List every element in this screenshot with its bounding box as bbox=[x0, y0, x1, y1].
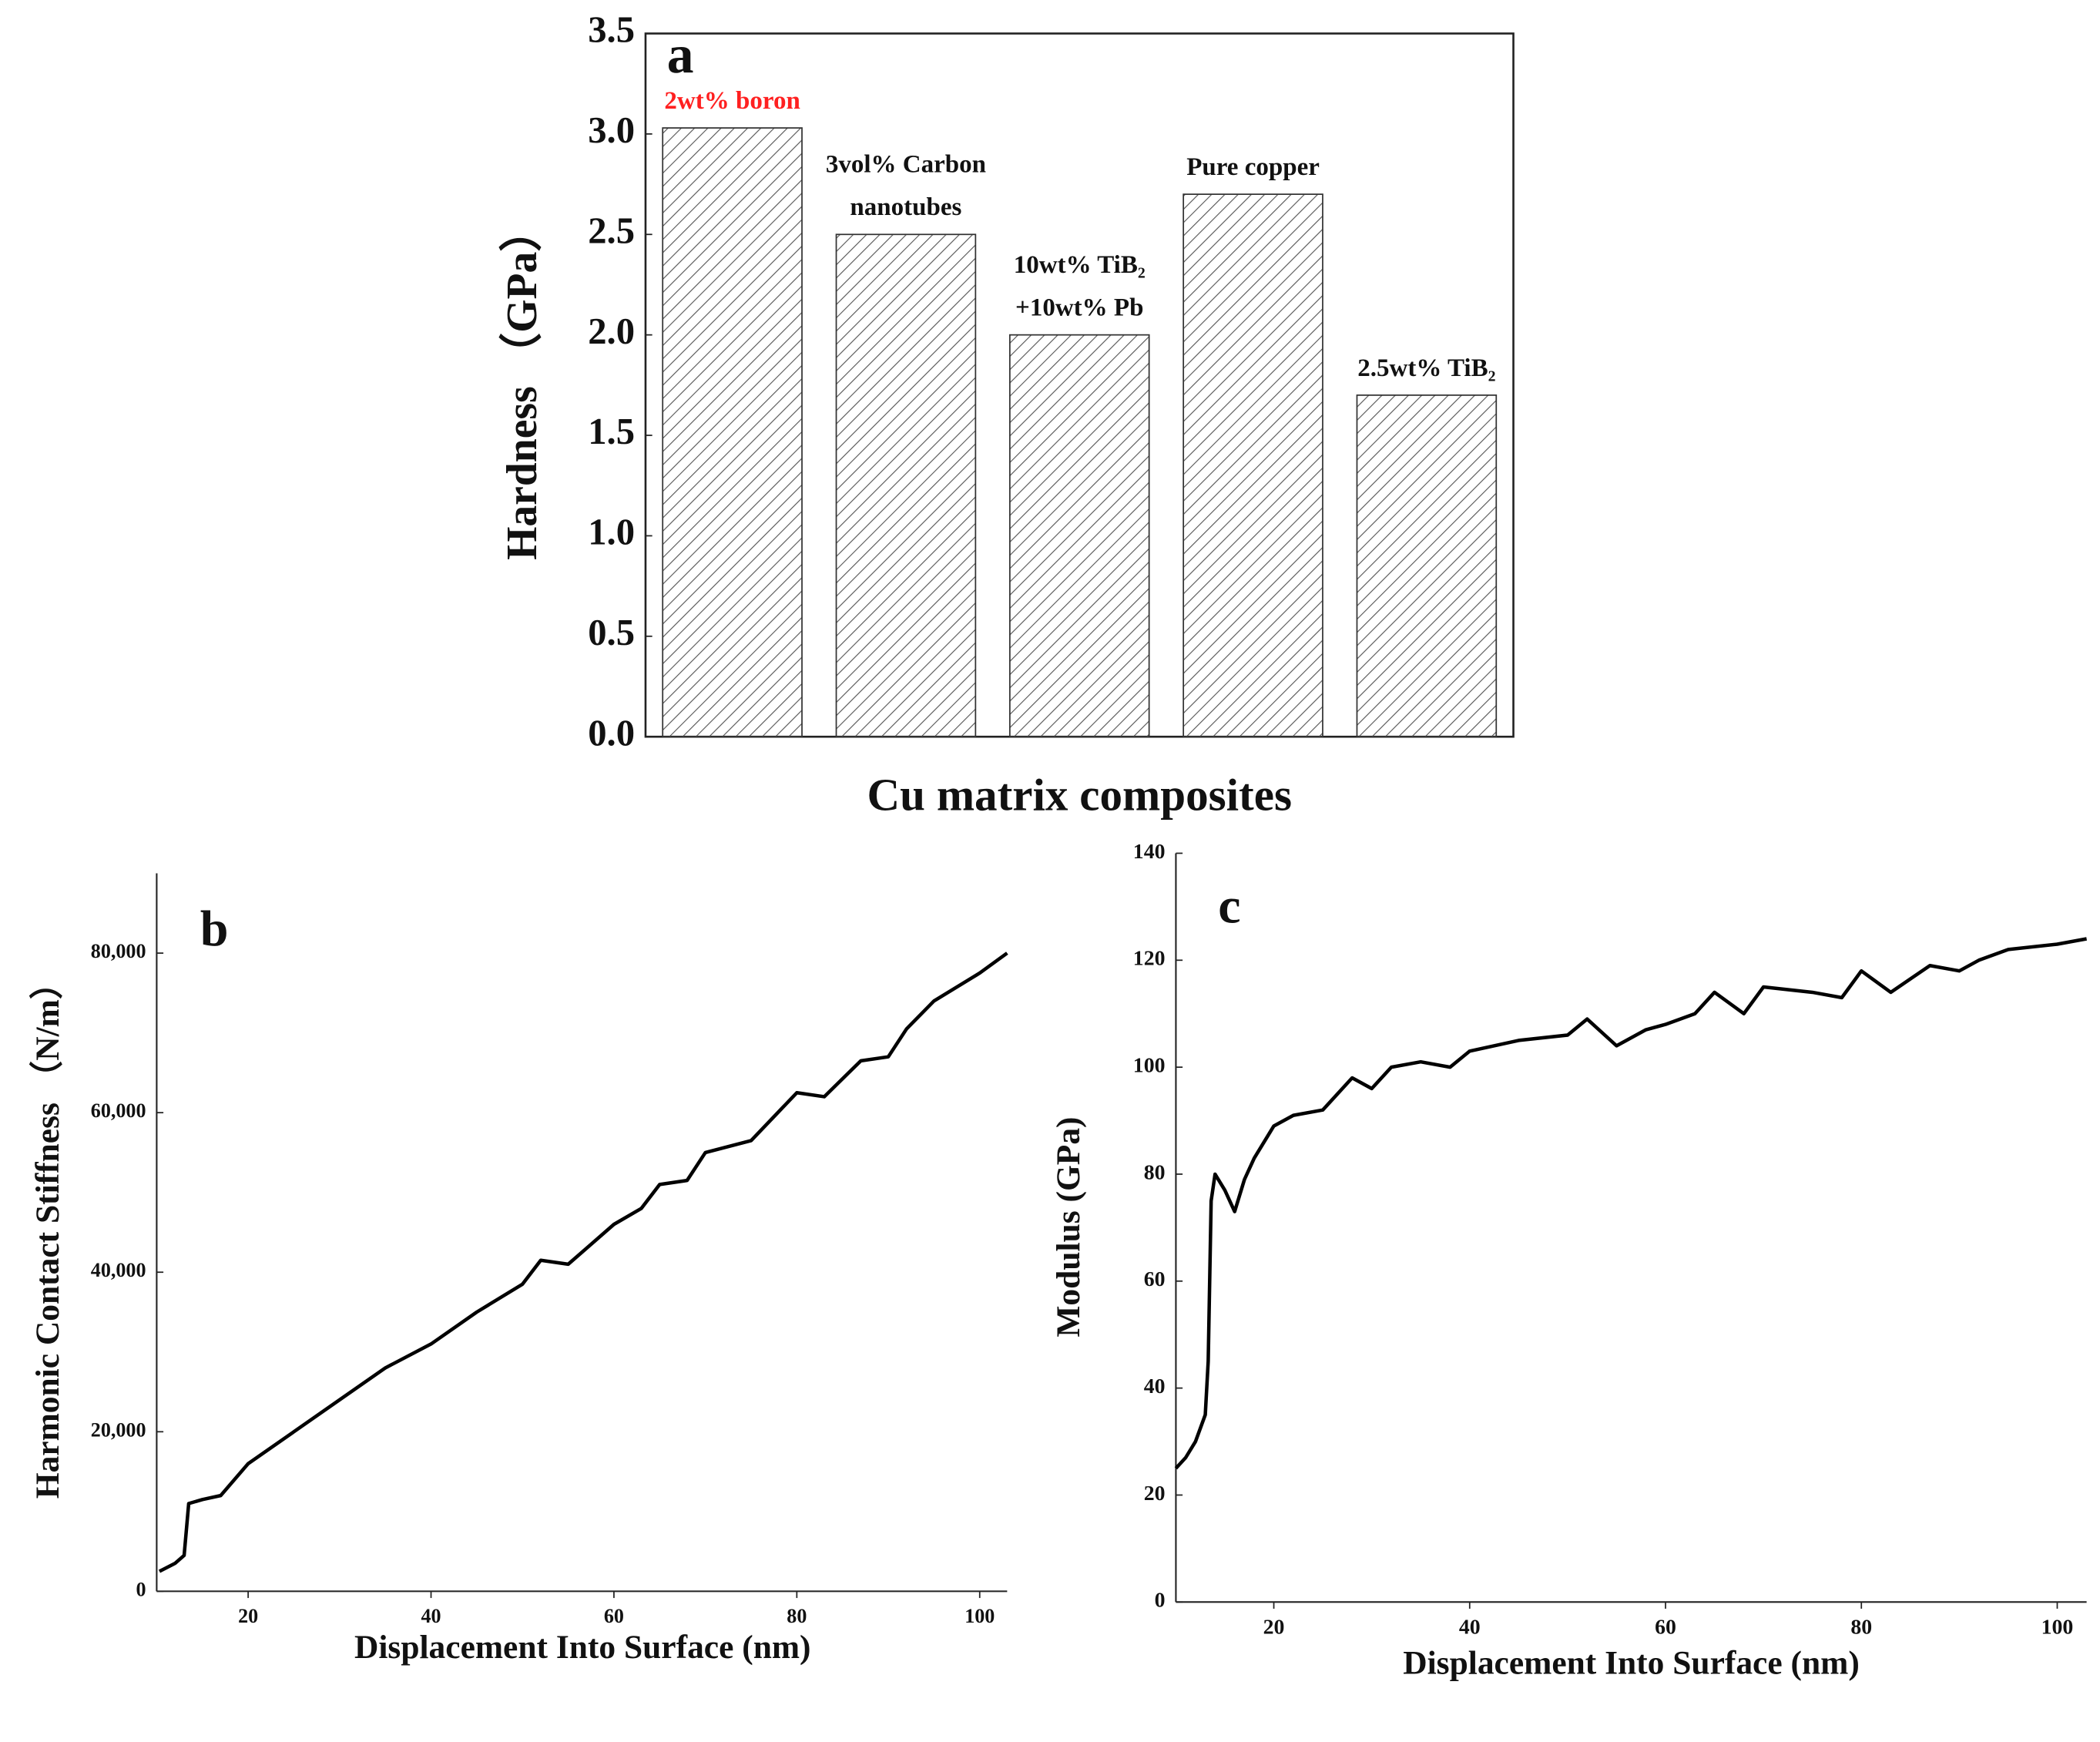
y-tick-label: 20 bbox=[1144, 1482, 1166, 1505]
y-tick-label: 140 bbox=[1133, 840, 1166, 864]
panel-label: c bbox=[1218, 878, 1240, 934]
x-tick-label: 40 bbox=[421, 1605, 441, 1627]
y-axis-label: Modulus (GPa) bbox=[1050, 1116, 1087, 1337]
y-tick-label: 60 bbox=[1144, 1267, 1166, 1291]
x-tick-label: 60 bbox=[1655, 1615, 1676, 1639]
y-tick-label: 0 bbox=[136, 1578, 146, 1600]
data-line bbox=[158, 952, 1008, 1573]
x-axis-label: Cu matrix composites bbox=[867, 769, 1292, 820]
x-tick-label: 100 bbox=[2041, 1615, 2074, 1639]
y-tick-label: 3.5 bbox=[588, 9, 635, 51]
bar-label: 2.5wt% TiB₂ bbox=[1357, 354, 1495, 381]
y-axis-label: Harmonic Contact Stiffness （N/m） bbox=[29, 966, 66, 1499]
x-tick-label: 80 bbox=[787, 1605, 807, 1627]
y-tick-label: 2.5 bbox=[588, 210, 635, 251]
panel-label: a bbox=[667, 25, 694, 85]
panel-label: b bbox=[200, 901, 229, 957]
bar-label: 2wt% boron bbox=[664, 87, 800, 115]
y-tick-label: 40 bbox=[1144, 1374, 1166, 1398]
bar bbox=[1008, 334, 1150, 738]
x-axis-label: Displacement Into Surface (nm) bbox=[1403, 1645, 1860, 1682]
data-line bbox=[1174, 937, 2088, 1470]
y-tick-label: 1.0 bbox=[588, 512, 635, 553]
bar bbox=[835, 233, 977, 738]
y-axis-label: Hardness （GPa） bbox=[498, 209, 546, 560]
bar-label: Pure copper bbox=[1186, 153, 1320, 181]
y-tick-label: 40,000 bbox=[91, 1259, 146, 1281]
y-tick-label: 80 bbox=[1144, 1160, 1166, 1184]
x-tick-label: 80 bbox=[1850, 1615, 1872, 1639]
y-tick-label: 0 bbox=[1155, 1589, 1166, 1613]
bar bbox=[1356, 394, 1498, 738]
y-tick-label: 1.5 bbox=[588, 411, 635, 452]
y-tick-label: 20,000 bbox=[91, 1418, 146, 1441]
y-tick-label: 100 bbox=[1133, 1054, 1166, 1078]
bar-label: 10wt% TiB₂ +10wt% Pb bbox=[1014, 251, 1146, 322]
y-tick-label: 0.0 bbox=[588, 712, 635, 754]
y-tick-label: 0.5 bbox=[588, 612, 635, 653]
bar bbox=[1183, 193, 1323, 738]
y-tick-label: 3.0 bbox=[588, 109, 635, 151]
y-tick-label: 2.0 bbox=[588, 310, 635, 352]
y-tick-label: 80,000 bbox=[91, 940, 146, 962]
bar-label: 3vol% Carbon nanotubes bbox=[826, 150, 986, 221]
x-tick-label: 20 bbox=[1263, 1615, 1285, 1639]
x-tick-label: 100 bbox=[964, 1605, 995, 1627]
x-tick-label: 40 bbox=[1459, 1615, 1481, 1639]
y-tick-label: 120 bbox=[1133, 947, 1166, 971]
x-tick-label: 20 bbox=[238, 1605, 258, 1627]
x-tick-label: 60 bbox=[604, 1605, 624, 1627]
x-axis-label: Displacement Into Surface (nm) bbox=[354, 1629, 811, 1666]
bar bbox=[662, 127, 803, 738]
y-tick-label: 60,000 bbox=[91, 1099, 146, 1122]
